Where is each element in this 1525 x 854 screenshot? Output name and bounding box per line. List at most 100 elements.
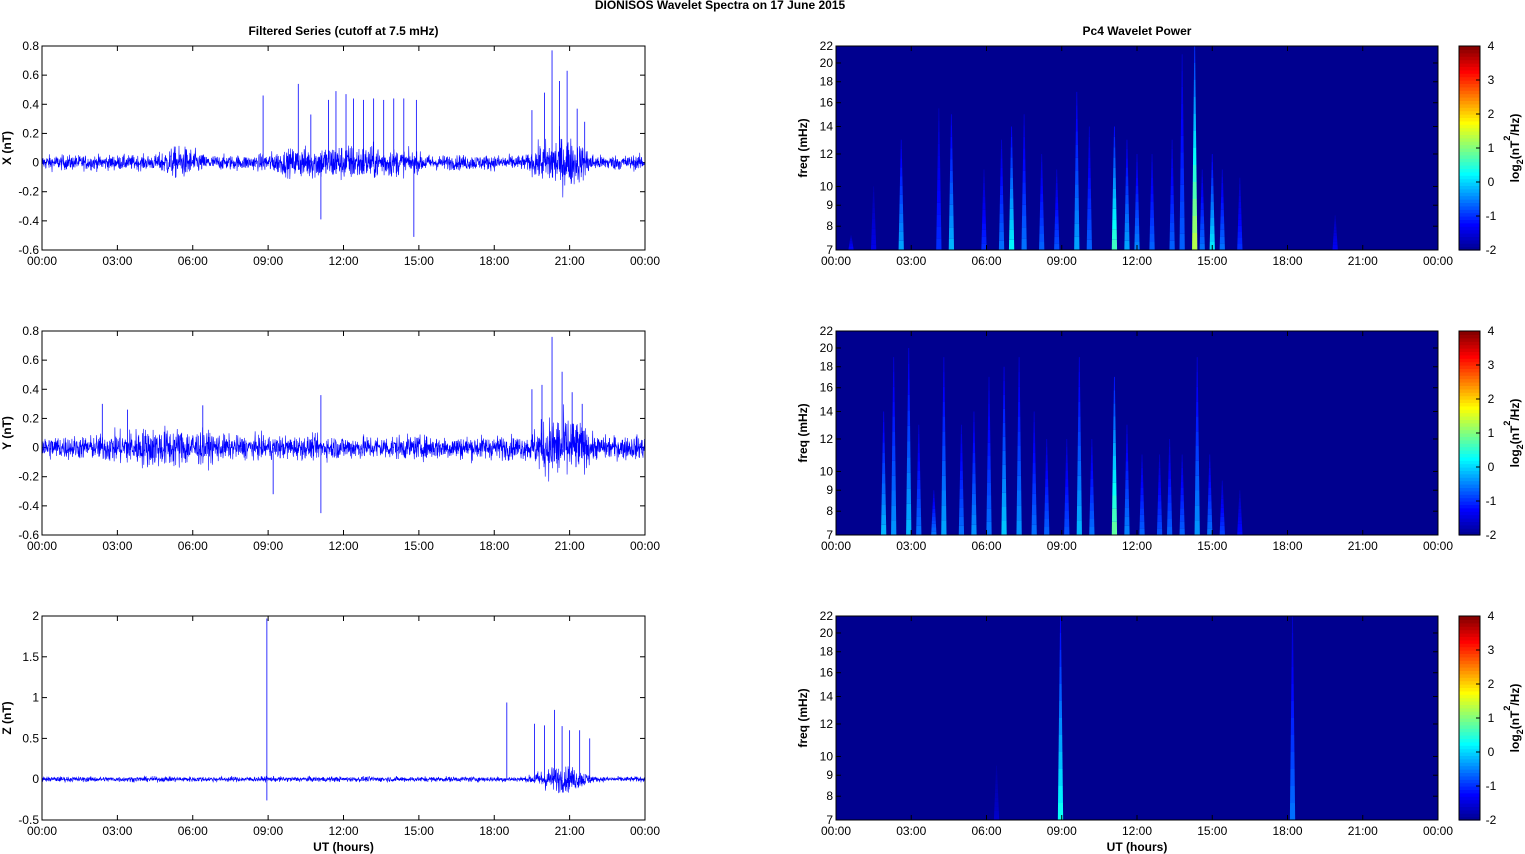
spectrum-streak	[1078, 357, 1080, 372]
colorbar-segment	[1459, 639, 1480, 644]
spectrum-streak	[1167, 510, 1172, 519]
spectrum-streak	[1112, 177, 1116, 189]
spectrum-streak	[849, 243, 853, 246]
x-tick-label: 09:00	[253, 254, 283, 268]
spectrum-streak	[1168, 446, 1171, 455]
spectrum-streak	[1091, 446, 1093, 455]
colorbar-tick-label: 4	[1488, 324, 1495, 338]
spectrum-streak	[1125, 176, 1129, 186]
colorbar-segment	[1459, 741, 1480, 746]
spectrum-streak	[1126, 433, 1128, 444]
spectrum-streak	[1180, 152, 1184, 169]
y-tick-label: 10	[820, 179, 834, 193]
spectrum-streak	[1000, 158, 1003, 168]
spectrum-streak	[1124, 240, 1130, 250]
colorbar-segment	[1459, 633, 1480, 637]
spectrum-streak	[1023, 136, 1026, 149]
spectrum-streak	[1200, 203, 1204, 210]
spectrum-streak	[1134, 233, 1140, 242]
spectrum-streak	[1170, 167, 1174, 177]
colorbar-tick-label: 2	[1488, 392, 1495, 406]
spectrum-streak	[906, 472, 911, 489]
spectrum-streak	[848, 247, 854, 249]
spectrum-streak	[1149, 217, 1155, 226]
plot-frame	[41, 45, 646, 251]
spectrum-streak	[1076, 91, 1078, 106]
colorbar-segment	[1459, 426, 1480, 431]
spectrum-streak	[937, 143, 940, 156]
colorbar-segment	[1459, 351, 1480, 356]
spectrum-streak	[1140, 501, 1144, 509]
spectrum-streak	[1078, 386, 1081, 402]
spectrum-streak	[942, 386, 945, 402]
y-tick-label: 0.8	[22, 39, 39, 53]
spectrum-streak	[1125, 167, 1129, 177]
spectrum-streak	[1126, 443, 1128, 453]
spectrum-streak	[1010, 147, 1013, 158]
colorbar-segment	[1459, 83, 1480, 88]
spectrum-streak	[1055, 196, 1059, 204]
x-tick-label: 06:00	[971, 254, 1001, 268]
spectrum-streak	[870, 244, 877, 250]
spectrum-streak	[850, 237, 853, 240]
spectrum-streak	[906, 519, 912, 535]
spectrum-streak	[1180, 119, 1184, 136]
colorbar-segment	[1459, 56, 1480, 61]
spectrum-streak	[931, 523, 937, 528]
colorbar-segment	[1459, 724, 1480, 729]
spectrum-streak	[1211, 169, 1214, 178]
spectrum-streak	[898, 240, 904, 250]
spectrum-streak	[1010, 177, 1014, 189]
spectrum-streak	[881, 483, 886, 494]
spectrum-streak	[1207, 521, 1213, 529]
spectrum-streak	[971, 493, 977, 505]
colorbar-segment	[1459, 779, 1480, 784]
colorbar-segment	[1459, 718, 1480, 722]
colorbar-segment	[1459, 467, 1480, 471]
x-tick-label: 09:00	[253, 539, 283, 553]
spectrum-streak	[1237, 225, 1242, 232]
spectrum-streak	[1039, 217, 1044, 226]
spectrum-streak	[1290, 718, 1295, 735]
x-tick-label: 12:00	[328, 824, 358, 838]
spectrum-streak	[1088, 147, 1091, 158]
colorbar-segment	[1459, 73, 1480, 78]
colorbar-segment	[1459, 399, 1480, 403]
x-tick-label: 03:00	[896, 539, 926, 553]
spectrum-streak	[900, 139, 902, 149]
spectrum-streak	[1031, 514, 1037, 525]
x-tick-label: 00:00	[27, 824, 57, 838]
colorbar: 4 3 2 1 0 -1 -2 log2(nT2/Hz)	[1458, 609, 1525, 827]
spectrum-streak	[981, 223, 987, 230]
spectrum-streak	[942, 401, 946, 417]
spectrum-streak	[1039, 241, 1045, 250]
spectrum-streak	[1291, 650, 1294, 667]
spectrum-streak	[1002, 464, 1006, 479]
spectrum-streak	[1170, 194, 1174, 205]
y-tick-label: 14	[820, 120, 834, 134]
colorbar-segment	[1459, 205, 1480, 210]
spectrum-streak	[971, 524, 977, 535]
colorbar-segment	[1459, 382, 1480, 386]
colorbar-segment	[1459, 97, 1480, 101]
spectrum-streak	[1023, 125, 1025, 137]
spectrum-streak	[949, 204, 954, 217]
colorbar-segment	[1459, 63, 1480, 67]
spectrum-streak	[1087, 219, 1092, 230]
x-tick-label: 06:00	[178, 539, 208, 553]
spectrum-streak	[1091, 438, 1093, 447]
spectrum-streak	[1211, 161, 1214, 170]
spectrum-streak	[1054, 229, 1060, 237]
spectrum-streak	[1180, 494, 1184, 502]
spectrum-streak	[1113, 157, 1116, 168]
spectrum-streak	[891, 460, 896, 476]
spectrum-streak	[1065, 462, 1068, 471]
spectrum-streak	[960, 452, 963, 462]
spectrum-streak	[987, 429, 991, 443]
spectrum-streak	[936, 202, 941, 215]
spectrum-streak	[1000, 176, 1003, 186]
spectrum-streak	[1332, 247, 1338, 250]
x-tick-label: 00:00	[821, 824, 851, 838]
spectrum-background	[836, 616, 1438, 820]
